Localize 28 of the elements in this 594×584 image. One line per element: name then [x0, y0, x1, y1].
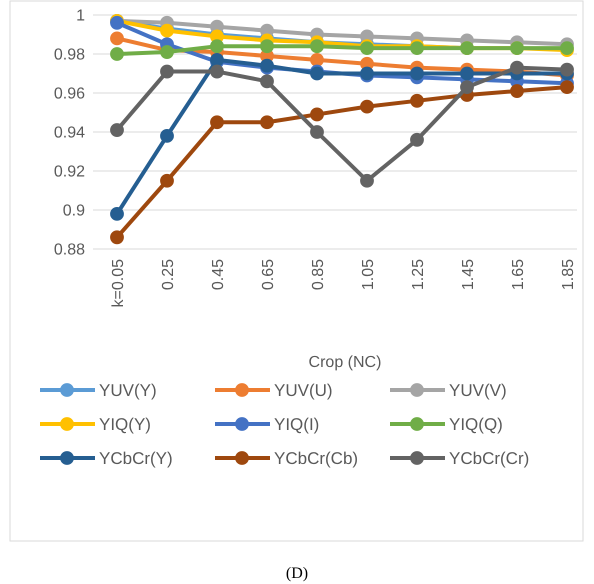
- legend-label: YCbCr(Cb): [274, 448, 358, 468]
- x-tick-label: 0.45: [210, 258, 227, 290]
- x-tick-label: 0.25: [160, 258, 177, 290]
- text: (D): [286, 565, 308, 582]
- x-tick-label: 1.05: [360, 258, 377, 290]
- x-tick-label: 0.65: [260, 258, 277, 290]
- legend-label: YUV(U): [274, 380, 333, 400]
- y-tick-label: 0.9: [62, 202, 86, 220]
- y-tick-label: 0.88: [54, 242, 86, 259]
- legend-label: YCbCr(Y): [99, 448, 173, 468]
- x-tick-label: 1.65: [510, 258, 527, 290]
- y-tick-label: 0.92: [54, 164, 86, 181]
- legend-label: YIQ(Q): [449, 414, 503, 434]
- legend-label: YIQ(Y): [99, 414, 151, 434]
- y-tick-label: 1: [76, 8, 86, 25]
- x-tick-label: k=0.05: [110, 258, 127, 308]
- x-tick-label: 1.25: [410, 258, 427, 290]
- y-tick-label: 0.98: [54, 46, 86, 64]
- y-tick-label: 0.94: [54, 124, 86, 142]
- x-axis-title: Crop (NC): [308, 354, 382, 371]
- legend-label: YCbCr(Cr): [449, 448, 530, 468]
- legend-label: YUV(Y): [99, 380, 157, 400]
- x-tick-label: 1.45: [460, 258, 477, 290]
- y-tick-label: 0.96: [54, 86, 86, 103]
- x-tick-label: 0.85: [310, 258, 327, 290]
- x-tick-label: 1.85: [560, 258, 577, 290]
- legend-label: YUV(V): [449, 380, 507, 400]
- legend-label: YIQ(I): [274, 414, 320, 434]
